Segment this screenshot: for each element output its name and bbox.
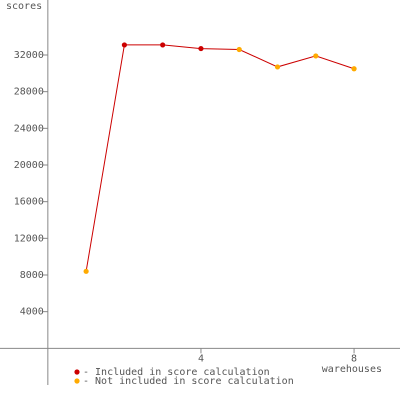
y-tick-label: 8000 [20, 270, 44, 281]
score-point [83, 268, 89, 274]
score-point [160, 42, 166, 48]
x-tick-label: 8 [351, 353, 357, 364]
legend-label: - Not included in score calculation [83, 376, 294, 387]
score-line [85, 44, 355, 272]
score-point [121, 42, 128, 48]
y-tick-label: 28000 [14, 87, 44, 98]
y-tick-label: 24000 [14, 123, 44, 134]
score-point [274, 64, 281, 70]
legend-marker [74, 378, 80, 384]
y-tick-label: 4000 [20, 307, 44, 318]
y-axis-label: scores [6, 1, 42, 12]
score-point [236, 46, 242, 53]
y-tick-label: 12000 [14, 233, 44, 244]
score-point [313, 53, 319, 59]
y-tick-label: 20000 [14, 160, 44, 171]
legend-label: - Included in score calculation [83, 367, 270, 378]
legend-marker [74, 369, 80, 375]
y-tick-label: 32000 [14, 50, 44, 61]
score-point [198, 45, 204, 52]
score-point [351, 66, 357, 72]
x-tick-label: 4 [198, 353, 204, 364]
x-axis-label: warehouses [322, 364, 382, 375]
y-tick-label: 16000 [14, 197, 44, 208]
